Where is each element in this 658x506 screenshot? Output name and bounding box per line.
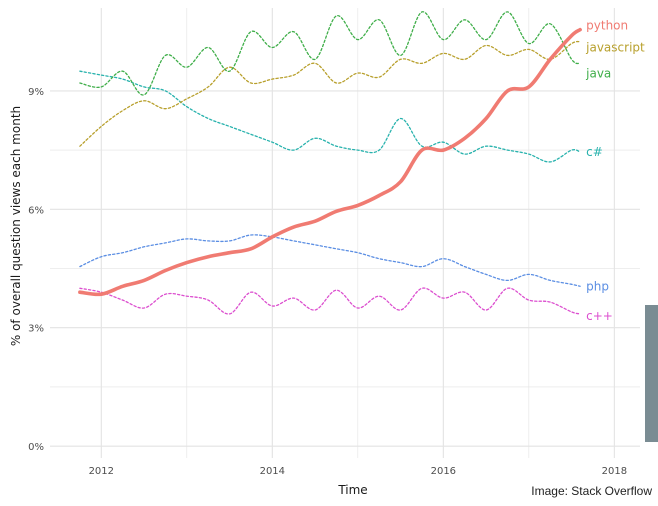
y-tick-label: 9%: [28, 87, 44, 98]
series-label-php: php: [586, 279, 609, 293]
series-label-c: c#: [586, 145, 603, 159]
y-tick-labels: 0% 3% 6% 9%: [28, 87, 44, 453]
y-tick-label: 6%: [28, 205, 44, 216]
x-tick-label: 2012: [89, 466, 114, 477]
x-axis-title: Time: [337, 483, 367, 497]
gridlines: [50, 8, 640, 458]
y-tick-label: 0%: [28, 442, 44, 453]
series-line-php: [79, 234, 581, 287]
series-line-java: [79, 11, 581, 96]
sidebar-bar: [645, 305, 658, 442]
series-line-javascript: [79, 40, 581, 147]
y-axis-title: % of overall question views each month: [9, 106, 23, 346]
series-line-python: [78, 27, 582, 297]
x-tick-label: 2018: [602, 466, 627, 477]
series-line-c: [79, 287, 581, 315]
series-label-python: python: [586, 19, 628, 33]
y-tick-label: 3%: [28, 324, 44, 335]
x-tick-label: 2014: [260, 466, 285, 477]
series-label-java: java: [585, 66, 611, 80]
series-label-javascript: javascript: [585, 41, 645, 55]
series-labels: c++ php c# javascript java python: [585, 19, 645, 323]
image-credit: Image: Stack Overflow: [531, 484, 652, 498]
series-line-c: [79, 70, 581, 163]
x-tick-labels: 2012 2014 2016 2018: [89, 466, 627, 477]
series-label-c: c++: [586, 309, 613, 323]
series-lines: [78, 11, 582, 315]
x-tick-label: 2016: [431, 466, 456, 477]
